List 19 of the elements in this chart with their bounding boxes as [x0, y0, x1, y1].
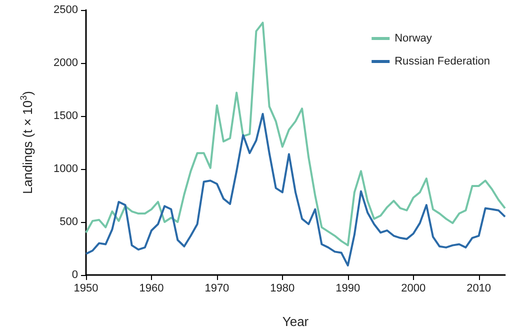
- legend-label: Russian Federation: [394, 56, 490, 68]
- x-tick-label: 1950: [74, 282, 98, 294]
- legend-label: Norway: [394, 32, 432, 44]
- x-tick-label: 2000: [401, 282, 426, 294]
- y-tick-label: 2000: [54, 57, 78, 69]
- y-tick-label: 1000: [54, 163, 78, 175]
- y-tick-label: 2500: [54, 4, 78, 16]
- x-axis-title: Year: [282, 314, 310, 329]
- x-tick-label: 1970: [204, 282, 230, 294]
- y-axis-title: Landings (t × 103): [18, 91, 35, 194]
- x-tick-label: 1980: [270, 282, 295, 294]
- y-tick-label: 0: [72, 269, 78, 281]
- x-tick-label: 1960: [139, 282, 164, 294]
- y-tick-label: 500: [60, 216, 78, 228]
- line-series: [85, 22, 506, 246]
- x-tick-label: 2010: [466, 282, 492, 294]
- y-tick-label: 1500: [54, 110, 78, 122]
- line-series: [85, 112, 506, 266]
- x-tick-label: 1990: [336, 282, 360, 294]
